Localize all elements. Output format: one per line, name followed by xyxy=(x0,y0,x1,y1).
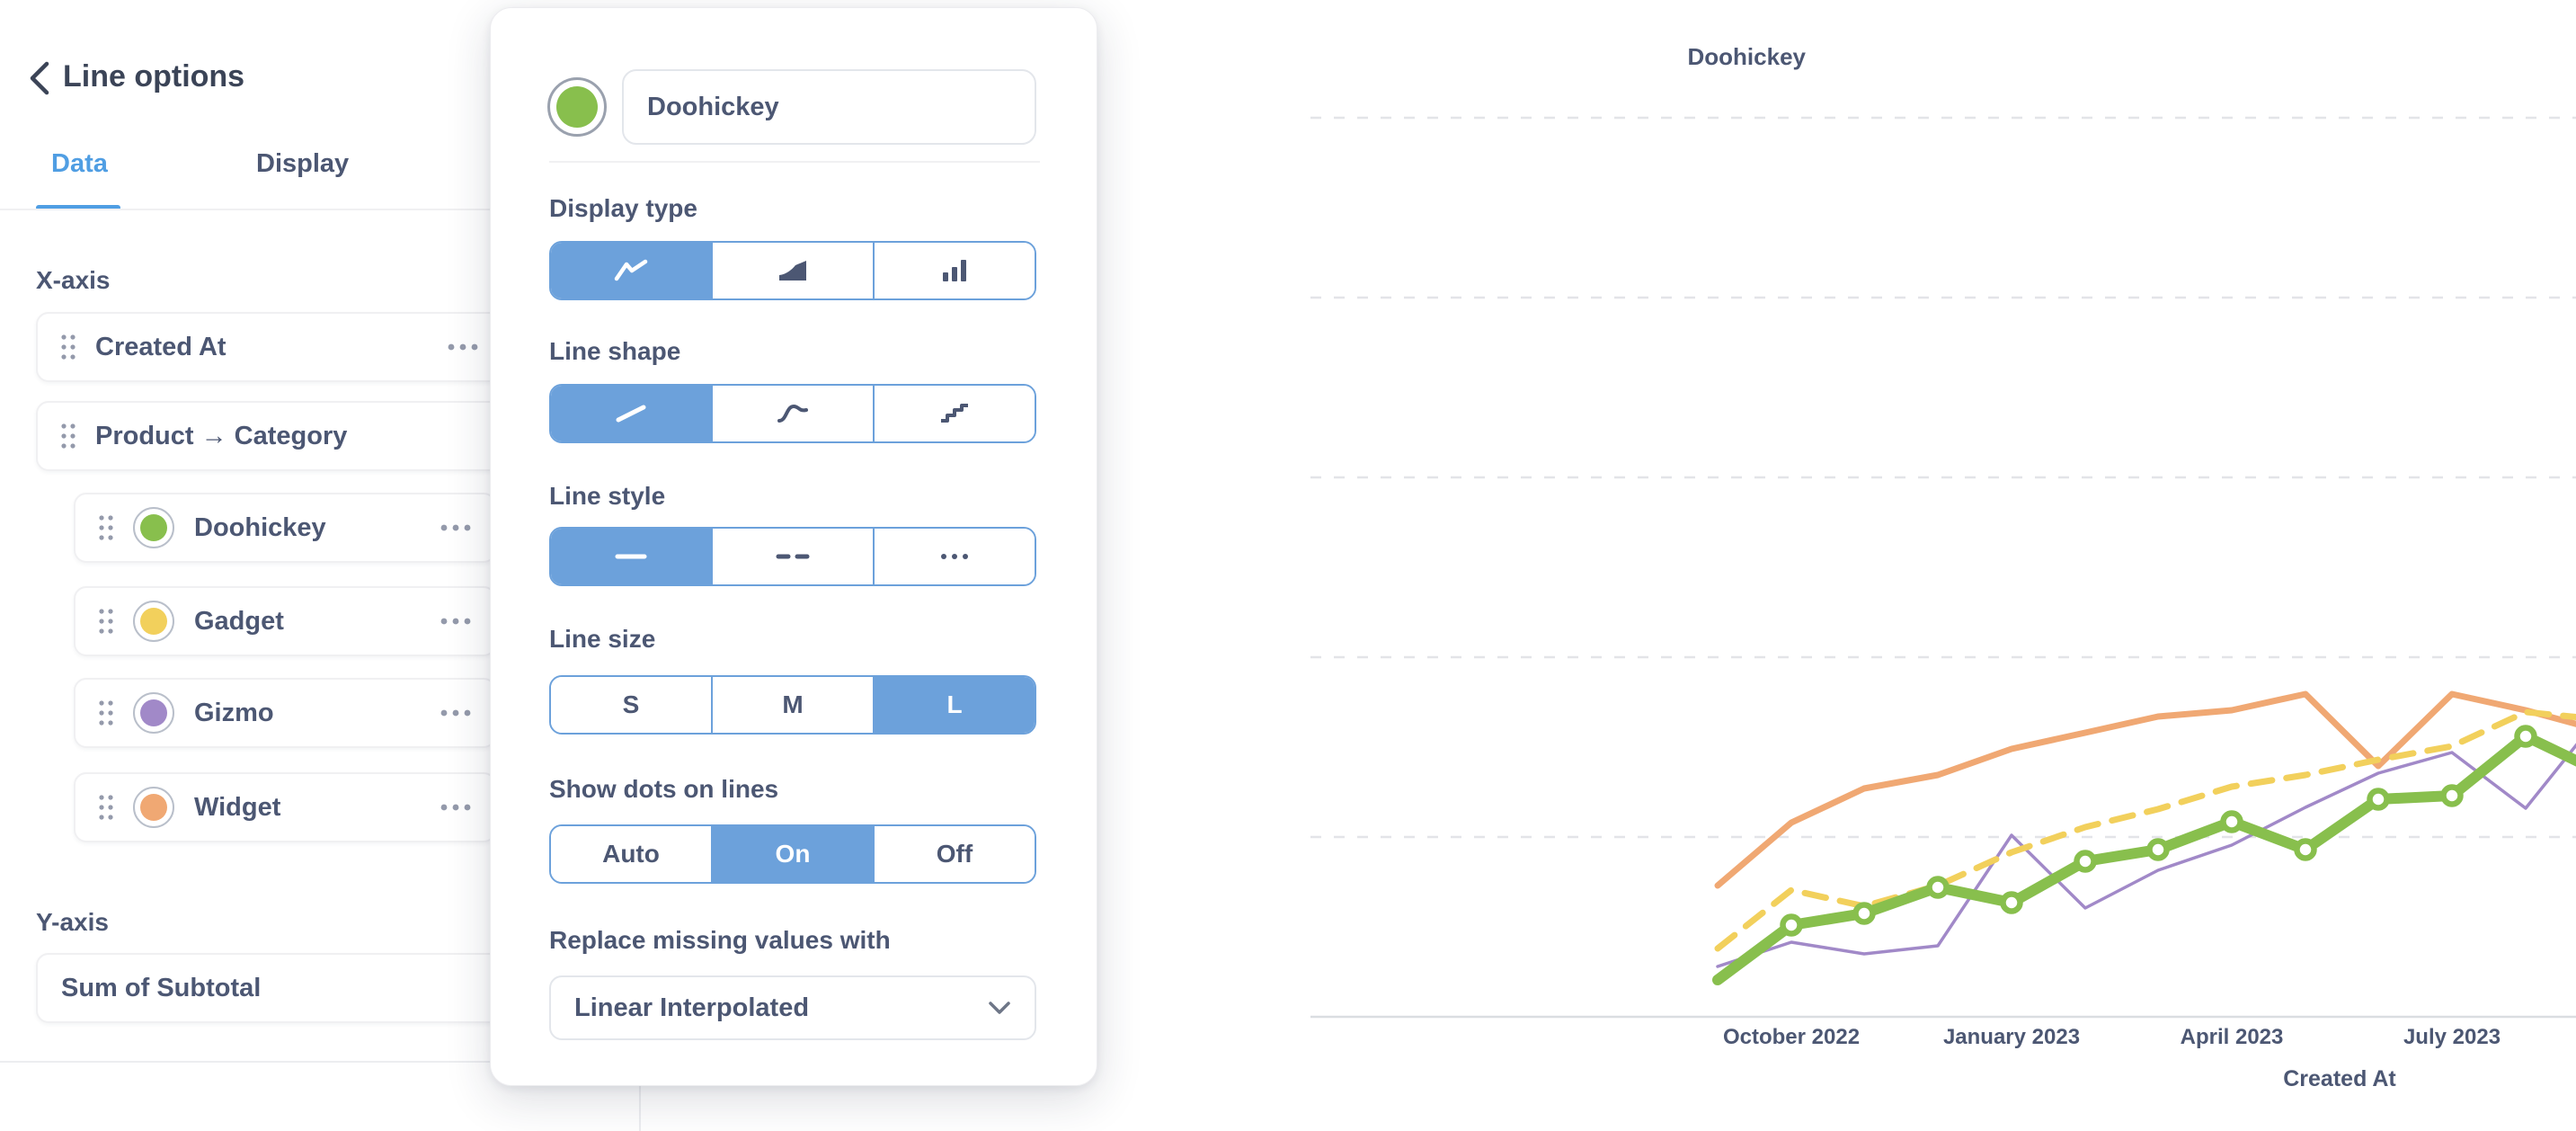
tab-display[interactable]: Display xyxy=(256,149,350,178)
replace-missing-label: Replace missing values with xyxy=(549,926,891,954)
dots-menu-icon[interactable] xyxy=(440,709,471,717)
dashed-line-icon xyxy=(776,554,810,559)
x-axis-section-label: X-axis xyxy=(36,266,111,294)
line-shape-curved-button[interactable] xyxy=(711,386,873,441)
x-tick-label: April 2023 xyxy=(2180,1025,2284,1049)
tab-divider xyxy=(0,209,641,210)
drag-handle-icon[interactable] xyxy=(99,608,113,635)
tab-data[interactable]: Data xyxy=(51,149,108,178)
series-color-swatch[interactable] xyxy=(133,507,174,548)
straight-line-icon xyxy=(616,405,646,423)
drag-handle-icon[interactable] xyxy=(61,423,76,450)
sidebar-bottom-divider xyxy=(0,1061,641,1063)
divider xyxy=(549,161,1040,163)
line-size-m-button[interactable]: M xyxy=(711,677,873,733)
x-field-label: Product → Category xyxy=(95,421,348,450)
drag-handle-icon[interactable] xyxy=(99,699,113,726)
series-settings-popup: Display type Line shape xyxy=(490,7,1097,1086)
drag-handle-icon[interactable] xyxy=(61,334,76,361)
back-button[interactable] xyxy=(22,58,58,99)
series-card-gizmo[interactable]: Gizmo xyxy=(74,678,496,748)
show-dots-off-button[interactable]: Off xyxy=(873,826,1035,882)
line-chart-icon xyxy=(614,259,648,281)
show-dots-control: Auto On Off xyxy=(549,824,1036,884)
line-shape-label: Line shape xyxy=(549,337,681,365)
series-color-swatch[interactable] xyxy=(133,787,174,828)
curved-line-icon xyxy=(777,404,808,423)
y-axis-section-label: Y-axis xyxy=(36,908,109,936)
series-card-widget[interactable]: Widget xyxy=(74,772,496,842)
line-shape-stepped-button[interactable] xyxy=(873,386,1035,441)
series-card-doohickey[interactable]: Doohickey xyxy=(74,493,496,563)
dots-menu-icon[interactable] xyxy=(440,618,471,625)
display-type-label: Display type xyxy=(549,194,697,222)
y-field-card-sum-of-subtotal[interactable]: Sum of Subtotal xyxy=(36,953,575,1023)
dots-menu-icon[interactable] xyxy=(448,343,478,351)
area-chart-icon xyxy=(779,261,806,281)
x-field-card-created-at[interactable]: Created At xyxy=(36,312,503,382)
drag-handle-icon[interactable] xyxy=(99,514,113,541)
active-tab-underline xyxy=(36,205,120,210)
show-dots-on-button[interactable]: On xyxy=(711,826,873,882)
solid-line-icon xyxy=(615,554,647,559)
x-axis-title: Created At xyxy=(2283,1066,2396,1091)
series-name-input[interactable] xyxy=(622,69,1036,145)
line-shape-control xyxy=(549,384,1036,443)
panel-divider xyxy=(639,1061,641,1131)
x-tick-label: October 2022 xyxy=(1722,1025,1861,1049)
back-chevron-icon xyxy=(30,61,49,95)
series-card-gadget[interactable]: Gadget xyxy=(74,586,496,656)
show-dots-auto-button[interactable]: Auto xyxy=(551,826,711,882)
line-style-solid-button[interactable] xyxy=(551,529,711,584)
line-size-label: Line size xyxy=(549,625,656,653)
x-tick-label: January 2023 xyxy=(1942,1025,2081,1049)
dots-menu-icon[interactable] xyxy=(440,804,471,811)
x-field-label: Created At xyxy=(95,332,227,361)
series-color-swatch[interactable] xyxy=(133,692,174,734)
line-shape-straight-button[interactable] xyxy=(551,386,711,441)
replace-missing-dropdown[interactable]: Linear Interpolated xyxy=(549,975,1036,1040)
series-name: Gadget xyxy=(194,606,284,636)
line-style-label: Line style xyxy=(549,482,666,510)
dotted-line-icon xyxy=(941,554,968,559)
series-name: Doohickey xyxy=(194,512,326,542)
line-size-control: S M L xyxy=(549,675,1036,735)
page-title: Line options xyxy=(63,59,245,94)
display-type-line-button[interactable] xyxy=(551,243,711,298)
series-name: Gizmo xyxy=(194,698,274,727)
line-style-control xyxy=(549,527,1036,586)
stepped-line-icon xyxy=(941,404,968,423)
y-field-label: Sum of Subtotal xyxy=(61,973,262,1002)
drag-handle-icon[interactable] xyxy=(99,794,113,821)
series-name: Widget xyxy=(194,792,281,822)
x-field-card-product-category[interactable]: Product → Category xyxy=(36,401,575,471)
show-dots-label: Show dots on lines xyxy=(549,775,779,803)
line-style-dotted-button[interactable] xyxy=(873,529,1035,584)
line-style-dashed-button[interactable] xyxy=(711,529,873,584)
series-color-swatch[interactable] xyxy=(547,77,607,137)
bar-chart-icon xyxy=(943,260,966,281)
legend-item-doohickey[interactable]: Doohickey xyxy=(1687,43,1807,70)
dropdown-value: Linear Interpolated xyxy=(574,993,810,1022)
display-type-control xyxy=(549,241,1036,300)
line-size-l-button[interactable]: L xyxy=(873,677,1035,733)
chevron-down-icon xyxy=(989,1002,1010,1014)
line-size-s-button[interactable]: S xyxy=(551,677,711,733)
dots-menu-icon[interactable] xyxy=(440,524,471,531)
display-type-bar-button[interactable] xyxy=(873,243,1035,298)
display-type-area-button[interactable] xyxy=(711,243,873,298)
series-color-swatch[interactable] xyxy=(133,601,174,642)
x-tick-label: July 2023 xyxy=(2403,1025,2501,1049)
